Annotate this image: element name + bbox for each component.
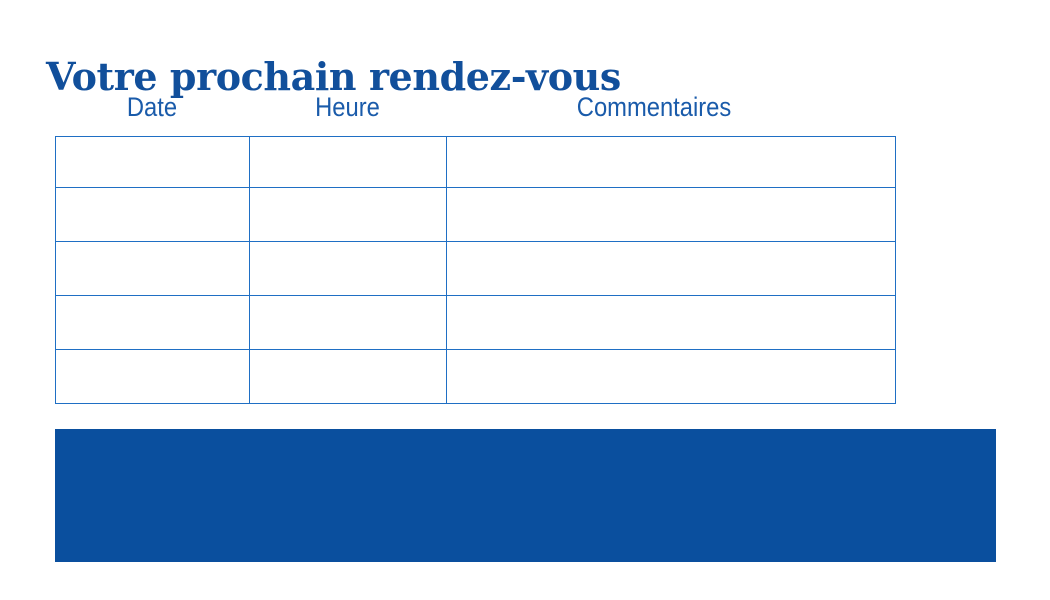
page-title: Votre prochain rendez-vous xyxy=(46,54,621,100)
cell-date[interactable] xyxy=(55,295,250,350)
cell-date[interactable] xyxy=(55,136,250,188)
table-column-headers: Date Heure Commentaires xyxy=(55,88,895,126)
footer-banner xyxy=(55,429,996,562)
table-row xyxy=(55,349,896,404)
cell-commentaires[interactable] xyxy=(446,241,896,296)
cell-date[interactable] xyxy=(55,349,250,404)
appointment-table-body xyxy=(55,136,896,404)
table-row xyxy=(55,295,896,350)
column-header-heure: Heure xyxy=(315,92,380,122)
column-header-commentaires: Commentaires xyxy=(576,92,732,122)
cell-date[interactable] xyxy=(55,241,250,296)
table-row xyxy=(55,241,896,296)
cell-heure[interactable] xyxy=(249,241,447,296)
appointment-table xyxy=(55,136,896,404)
cell-commentaires[interactable] xyxy=(446,349,896,404)
cell-commentaires[interactable] xyxy=(446,295,896,350)
cell-heure[interactable] xyxy=(249,295,447,350)
table-row xyxy=(55,136,896,188)
cell-commentaires[interactable] xyxy=(446,187,896,242)
cell-heure[interactable] xyxy=(249,187,447,242)
cell-heure[interactable] xyxy=(249,136,447,188)
cell-heure[interactable] xyxy=(249,349,447,404)
table-row xyxy=(55,187,896,242)
cell-date[interactable] xyxy=(55,187,250,242)
column-header-date: Date xyxy=(126,92,178,122)
cell-commentaires[interactable] xyxy=(446,136,896,188)
